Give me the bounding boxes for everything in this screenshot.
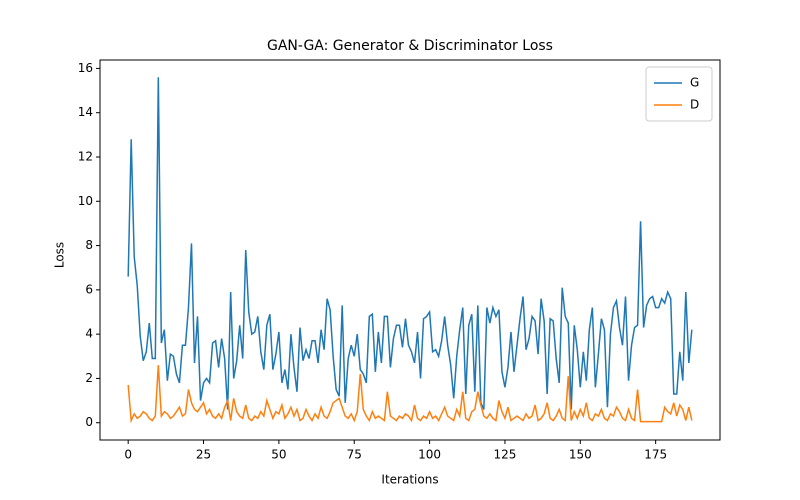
x-axis-label: Iterations (381, 473, 438, 487)
y-tick-label: 4 (85, 327, 93, 341)
x-tick-label: 150 (569, 448, 592, 462)
y-tick-label: 10 (78, 194, 93, 208)
y-tick-label: 6 (85, 282, 93, 296)
x-tick-label: 175 (644, 448, 667, 462)
x-tick-label: 75 (347, 448, 362, 462)
y-tick-label: 16 (78, 61, 93, 75)
x-tick-label: 100 (418, 448, 441, 462)
line (127, 365, 693, 424)
x-tick-label: 125 (493, 448, 516, 462)
chart-title: GAN-GA: Generator & Discriminator Loss (267, 38, 553, 54)
y-tick-label: 14 (78, 105, 93, 119)
x-tick-label: 50 (271, 448, 286, 462)
y-axis-label: Loss (53, 242, 67, 268)
plot-frame (99, 59, 721, 441)
legend-box (645, 66, 713, 122)
y-tick-label: 12 (78, 149, 93, 163)
y-tick-label: 8 (85, 238, 93, 252)
y-tick-label: 0 (85, 415, 93, 429)
line (127, 77, 693, 410)
x-tick-label: 0 (124, 448, 132, 462)
legend-label: D (690, 98, 699, 112)
y-tick-label: 2 (85, 371, 93, 385)
legend-label: G (690, 76, 699, 90)
x-tick-label: 25 (196, 448, 211, 462)
legend: GD (645, 66, 713, 122)
